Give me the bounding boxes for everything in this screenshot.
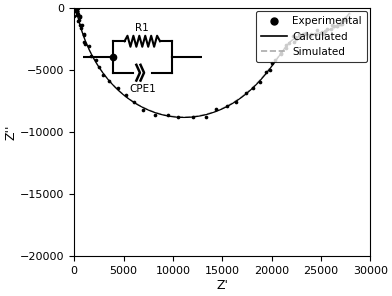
Point (289, 34, 296, 38)
Point (81, 33, 87, 37)
Point (85, 44, 92, 49)
Point (88, 53, 94, 58)
X-axis label: Z': Z' (216, 279, 228, 292)
Point (272, 58, 278, 62)
Point (152, 112, 158, 117)
Point (308, 32, 314, 37)
Point (75, 12, 81, 17)
Point (342, 18, 348, 22)
Point (175, 115, 181, 119)
Point (334, 24, 340, 28)
Point (283, 42, 289, 47)
Point (278, 51, 285, 55)
Point (269, 60, 276, 65)
Point (257, 80, 263, 84)
Point (78, 22, 85, 27)
Point (73, 7, 80, 12)
Point (311, 32, 318, 36)
Point (74, 7, 80, 12)
Point (80, 39, 87, 44)
Point (73, 8, 79, 13)
Point (73, 9, 79, 13)
Point (74, 9, 80, 14)
Point (250, 86, 256, 90)
Point (75, 18, 82, 23)
Point (307, 34, 313, 39)
Point (190, 114, 196, 119)
Point (75, 6, 82, 11)
Point (331, 24, 337, 29)
Point (74, 8, 81, 13)
Y-axis label: Z'': Z'' (4, 125, 17, 140)
Point (73, 4, 79, 8)
Point (300, 32, 306, 37)
Point (123, 93, 129, 98)
Point (73, 5, 80, 10)
Point (339, 19, 345, 24)
Point (74, 6, 80, 10)
Point (283, 46, 289, 51)
Point (74, 8, 80, 13)
Point (77, 15, 83, 20)
Point (338, 22, 344, 26)
Point (131, 99, 138, 104)
Point (213, 107, 220, 112)
Point (329, 23, 336, 28)
Point (73, 7, 79, 12)
Point (301, 32, 308, 36)
Point (74, 12, 80, 17)
Point (73, 6, 79, 11)
Point (321, 32, 327, 37)
Point (322, 28, 328, 33)
Point (314, 27, 321, 32)
Point (105, 78, 112, 83)
Point (293, 37, 299, 42)
Point (74, 10, 80, 15)
Point (278, 52, 284, 57)
Point (342, 16, 348, 20)
Point (81, 31, 87, 36)
Point (267, 68, 273, 73)
Point (82, 41, 89, 46)
Point (100, 73, 107, 78)
Point (165, 112, 171, 117)
Point (73, 6, 79, 11)
Point (140, 108, 146, 112)
Point (296, 32, 303, 37)
Point (303, 31, 309, 36)
Point (292, 35, 298, 40)
Point (96, 65, 102, 69)
Point (224, 104, 230, 108)
Point (75, 13, 82, 18)
Point (342, 17, 348, 21)
Point (312, 31, 319, 36)
Point (343, 17, 350, 22)
Point (318, 30, 324, 35)
Point (263, 70, 269, 75)
Point (71, 9, 78, 14)
Point (78, 26, 84, 30)
Point (232, 100, 239, 104)
Point (319, 30, 325, 34)
Point (324, 27, 330, 32)
Point (328, 26, 334, 31)
Point (71, 14, 78, 19)
Point (243, 90, 249, 95)
Point (114, 86, 121, 91)
Point (77, 23, 83, 28)
Point (74, 9, 80, 13)
Point (337, 22, 343, 27)
Legend: Experimental, Calculated, Simulated: Experimental, Calculated, Simulated (256, 11, 367, 62)
Point (339, 21, 345, 26)
Point (334, 24, 340, 29)
Point (290, 40, 297, 45)
Point (93, 58, 99, 62)
Point (203, 115, 210, 120)
Point (76, 14, 83, 19)
Point (76, 17, 82, 22)
Point (72, 7, 78, 11)
Point (286, 41, 292, 46)
Point (296, 35, 303, 40)
